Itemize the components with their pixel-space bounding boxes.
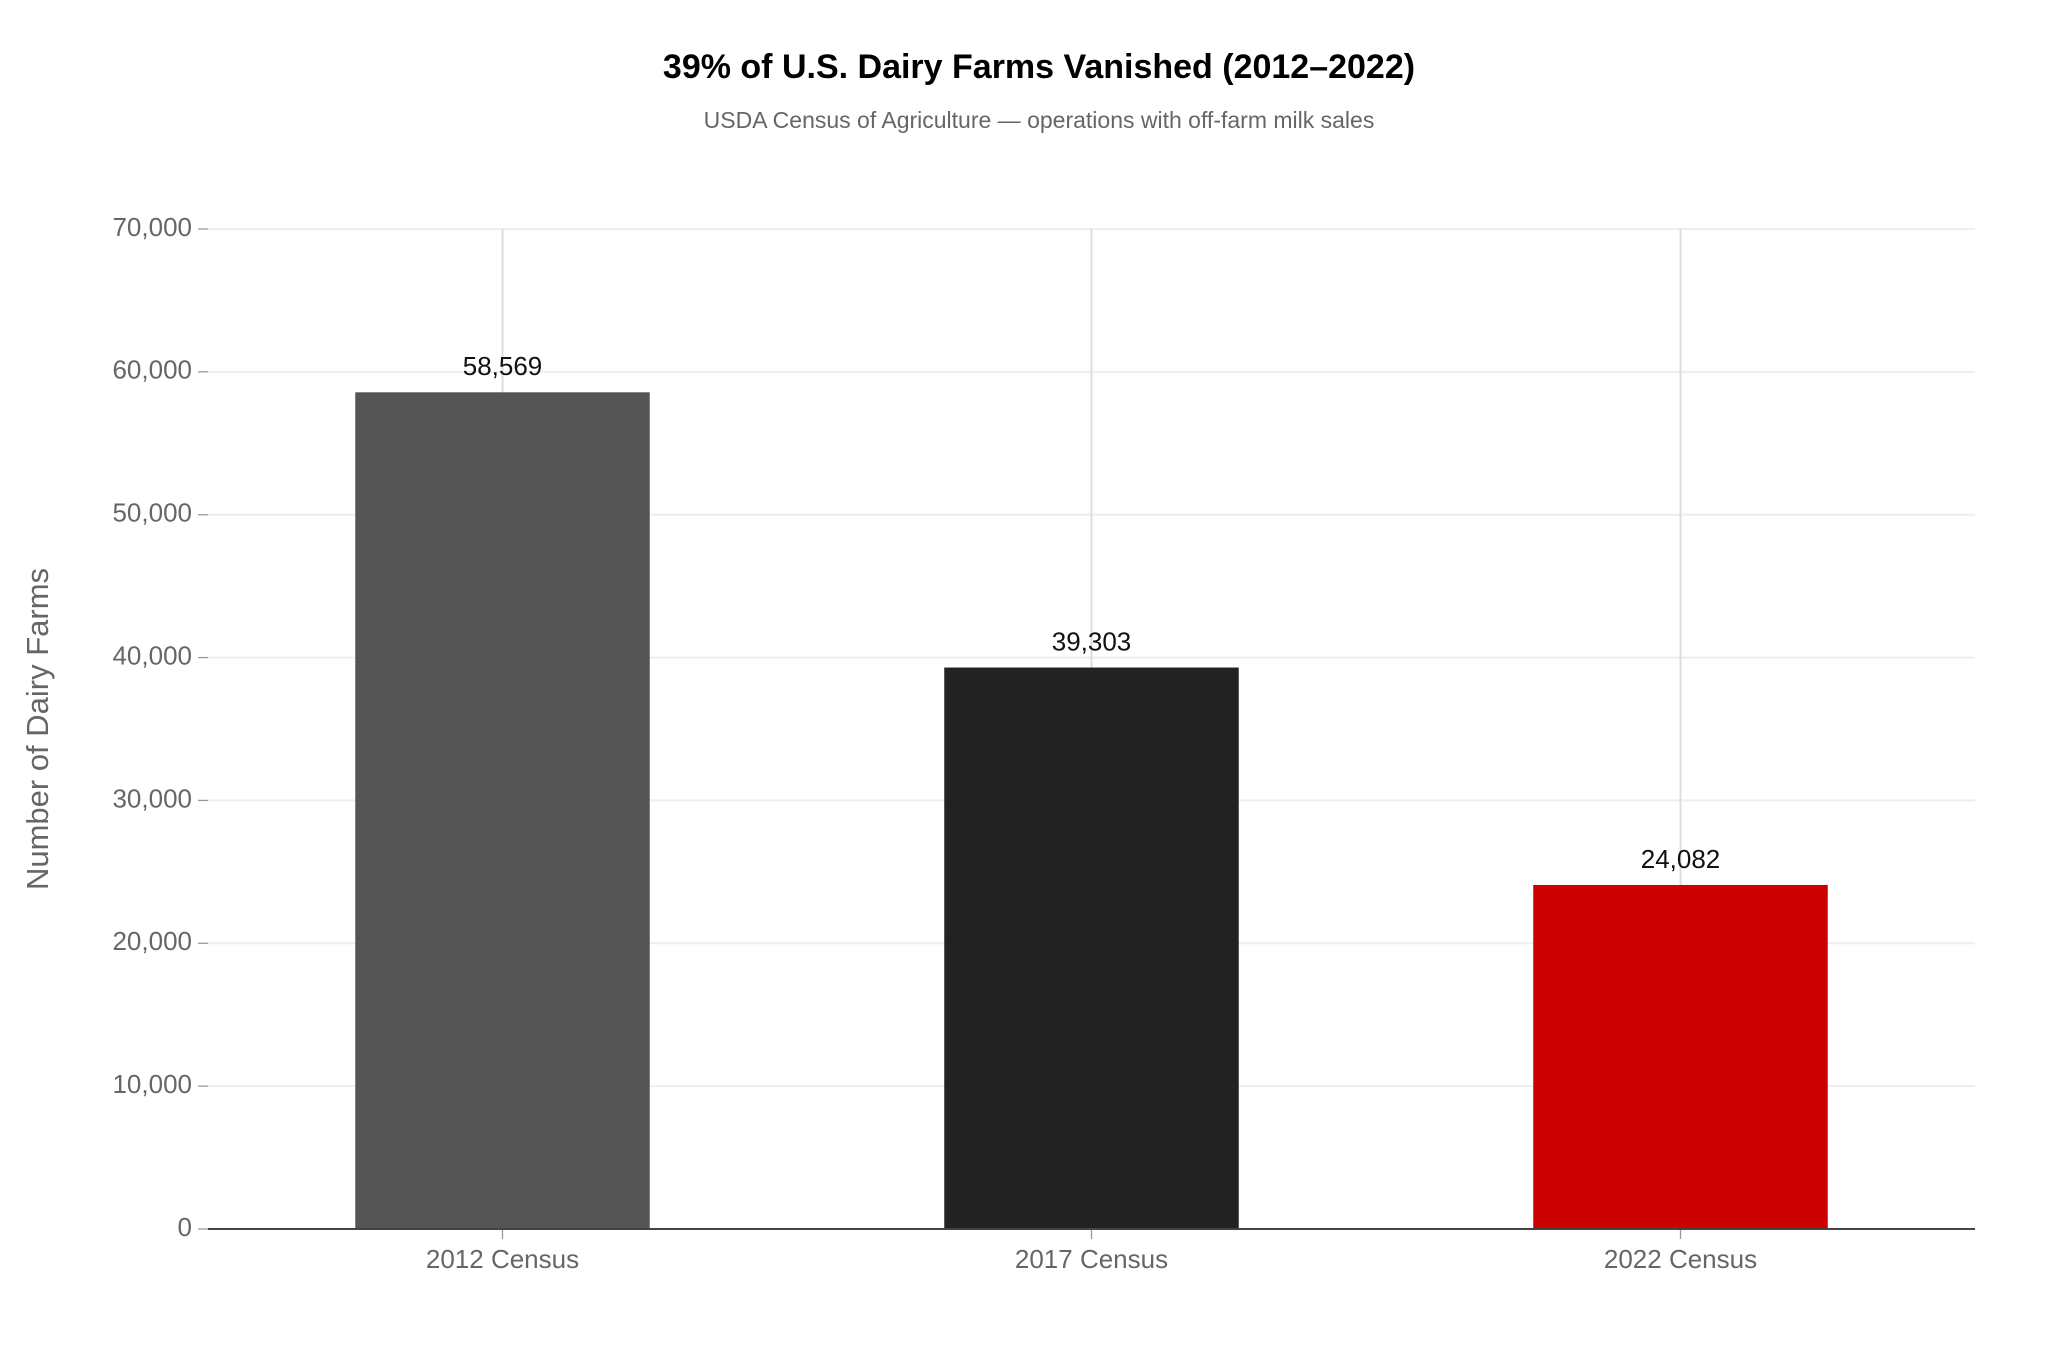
y-tick-label: 70,000 xyxy=(112,212,192,242)
bar xyxy=(944,667,1239,1229)
bar xyxy=(1533,884,1828,1229)
value-label: 24,082 xyxy=(1641,844,1721,874)
y-tick-label: 20,000 xyxy=(112,926,192,956)
chart-title: 39% of U.S. Dairy Farms Vanished (2012–2… xyxy=(663,48,1415,86)
value-label: 58,569 xyxy=(463,351,543,381)
y-tick-label: 0 xyxy=(178,1212,192,1242)
value-label: 39,303 xyxy=(1052,626,1132,656)
y-tick-label: 10,000 xyxy=(112,1069,192,1099)
chart-subtitle: USDA Census of Agriculture — operations … xyxy=(704,107,1375,133)
x-tick-label: 2022 Census xyxy=(1604,1244,1757,1274)
y-tick-label: 50,000 xyxy=(112,498,192,528)
x-tick-label: 2012 Census xyxy=(426,1244,579,1274)
y-axis-label: Number of Dairy Farms xyxy=(20,568,55,890)
y-tick-label: 60,000 xyxy=(112,355,192,385)
y-tick-label: 30,000 xyxy=(112,783,192,813)
x-tick-label: 2017 Census xyxy=(1015,1244,1168,1274)
bar xyxy=(355,392,650,1229)
y-tick-label: 40,000 xyxy=(112,640,192,670)
